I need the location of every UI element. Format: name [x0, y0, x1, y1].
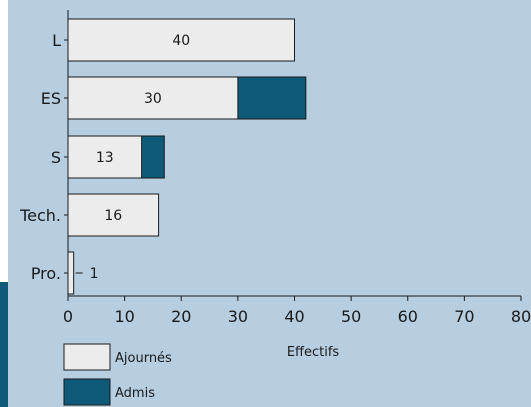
legend-label-admis: Admis [115, 386, 155, 401]
legend-label-ajournes: Ajournés [115, 351, 172, 366]
x-tick-label-1: 10 [114, 307, 134, 326]
data-label-ajournes-1: 30 [144, 91, 162, 107]
bar-ajournes-2 [67, 135, 143, 179]
data-label-ajournes-4: 1 [90, 266, 99, 282]
data-label-ajournes-2: 13 [96, 150, 114, 166]
x-tick-label-5: 50 [341, 307, 361, 326]
category-label-1: ES [41, 89, 61, 108]
data-label-ajournes-3: 16 [104, 208, 122, 224]
category-label-4: Pro. [31, 264, 61, 283]
legend-swatch-ajournes [63, 343, 111, 371]
x-tick-label-3: 30 [228, 307, 248, 326]
x-tick-label-4: 40 [284, 307, 304, 326]
x-tick-label-8: 80 [511, 307, 531, 326]
category-label-2: S [51, 148, 61, 167]
x-tick-label-2: 20 [171, 307, 191, 326]
category-label-0: L [52, 31, 61, 50]
bars-group: 2940423017133161 [67, 18, 307, 295]
x-tick-label-6: 60 [398, 307, 418, 326]
category-label-3: Tech. [19, 206, 61, 225]
x-axis-label: Effectifs [287, 345, 340, 360]
accent-band [0, 282, 8, 407]
bar-ajournes-4 [67, 251, 75, 295]
x-tick-label-0: 0 [63, 307, 73, 326]
legend-group: Ajournés Admis [63, 343, 172, 406]
x-tick-label-7: 70 [454, 307, 474, 326]
axes-group: L ES S Tech. Pro. 0 10 20 30 40 50 60 70 80 [19, 10, 531, 326]
data-label-ajournes-0: 40 [172, 33, 190, 49]
legend-swatch-admis [63, 378, 111, 406]
